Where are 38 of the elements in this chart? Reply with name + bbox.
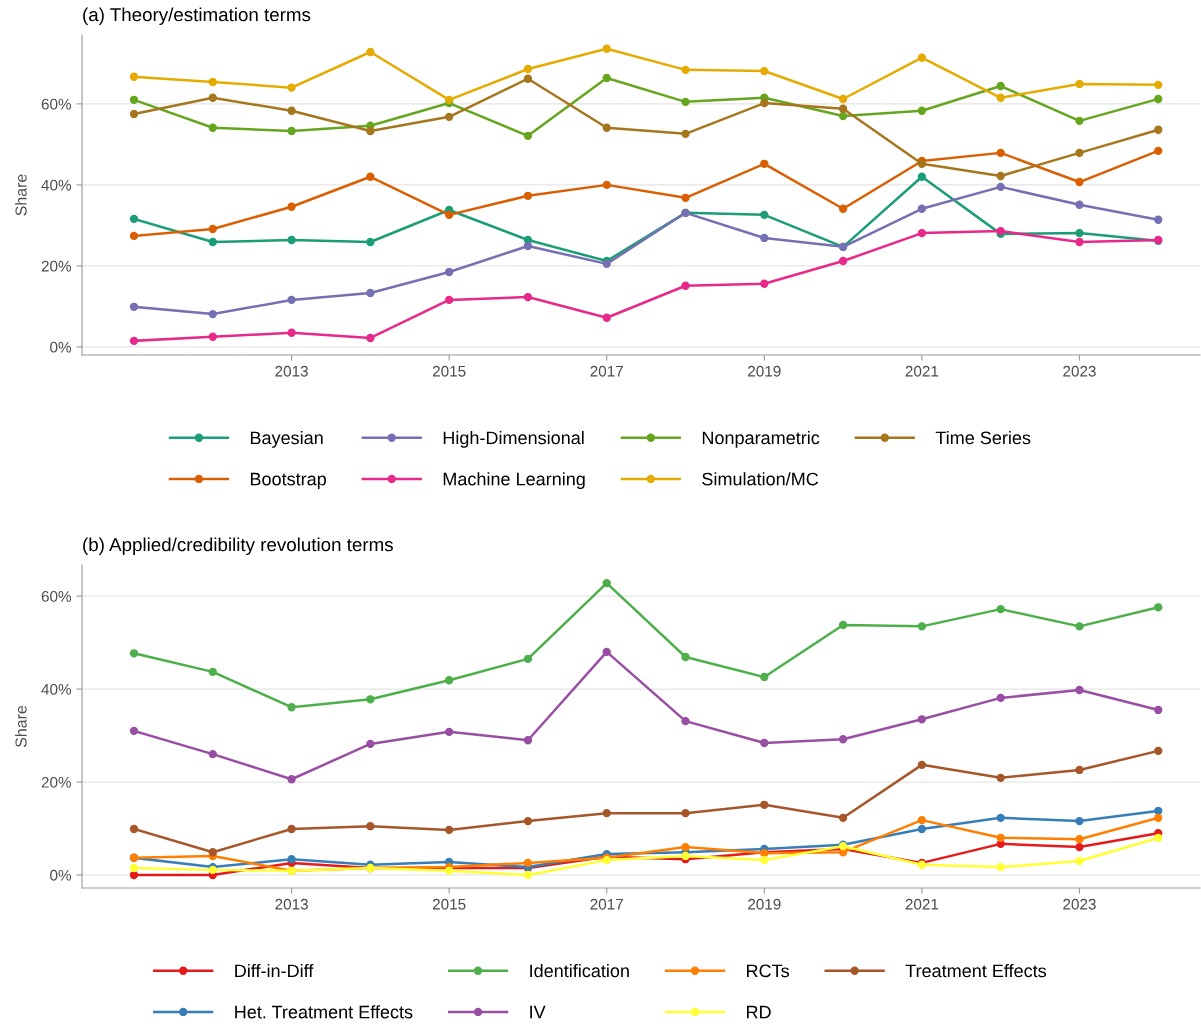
y-tick-label: 40% xyxy=(41,683,72,695)
legend-label: Diff-in-Diff xyxy=(235,963,314,978)
x-tick-label: 2017 xyxy=(590,365,623,377)
legend-label: RD xyxy=(747,1005,771,1019)
legend-label: Time Series xyxy=(935,430,1031,445)
x-tick-label: 2021 xyxy=(905,898,939,910)
legend-label: Identification xyxy=(530,963,629,978)
y-tick-label: 0% xyxy=(50,869,72,881)
legend-label: Bootstrap xyxy=(250,472,326,490)
legend-label: Bayesian xyxy=(250,430,323,448)
y-tick-label: 40% xyxy=(41,179,72,191)
legend-label: Het. Treatment Effects xyxy=(235,1005,413,1019)
y-axis-title: Share xyxy=(15,705,27,748)
legend-label: Simulation/MC xyxy=(702,472,819,486)
y-tick-label: 60% xyxy=(41,591,72,602)
chart-title: (a) Theory/estimation terms xyxy=(83,7,311,25)
x-tick-label: 2013 xyxy=(275,365,308,377)
x-tick-label: 2021 xyxy=(905,365,939,377)
x-tick-label: 2017 xyxy=(590,898,623,910)
x-tick-label: 2019 xyxy=(748,898,781,910)
x-tick-label: 2013 xyxy=(275,898,308,910)
y-tick-label: 60% xyxy=(41,98,72,110)
x-tick-label: 2023 xyxy=(1063,365,1096,377)
y-tick-label: 0% xyxy=(50,341,72,353)
x-tick-label: 2023 xyxy=(1063,898,1096,910)
legend-label: IV xyxy=(530,1005,546,1019)
legend-label: RCTs xyxy=(747,964,789,978)
y-tick-label: 20% xyxy=(41,776,72,788)
x-tick-label: 2019 xyxy=(748,365,781,377)
y-tick-label: 20% xyxy=(41,260,72,272)
legend-label: Treatment Effects xyxy=(905,964,1047,978)
x-tick-label: 2015 xyxy=(432,365,466,377)
chart-title: (b) Applied/credibility revolution terms xyxy=(83,537,393,555)
x-tick-label: 2015 xyxy=(432,898,466,910)
y-axis-title: Share xyxy=(15,174,27,216)
legend-label: Machine Learning xyxy=(443,472,585,490)
legend-label: Nonparametric xyxy=(702,430,820,448)
legend-label: High-Dimensional xyxy=(443,430,584,448)
